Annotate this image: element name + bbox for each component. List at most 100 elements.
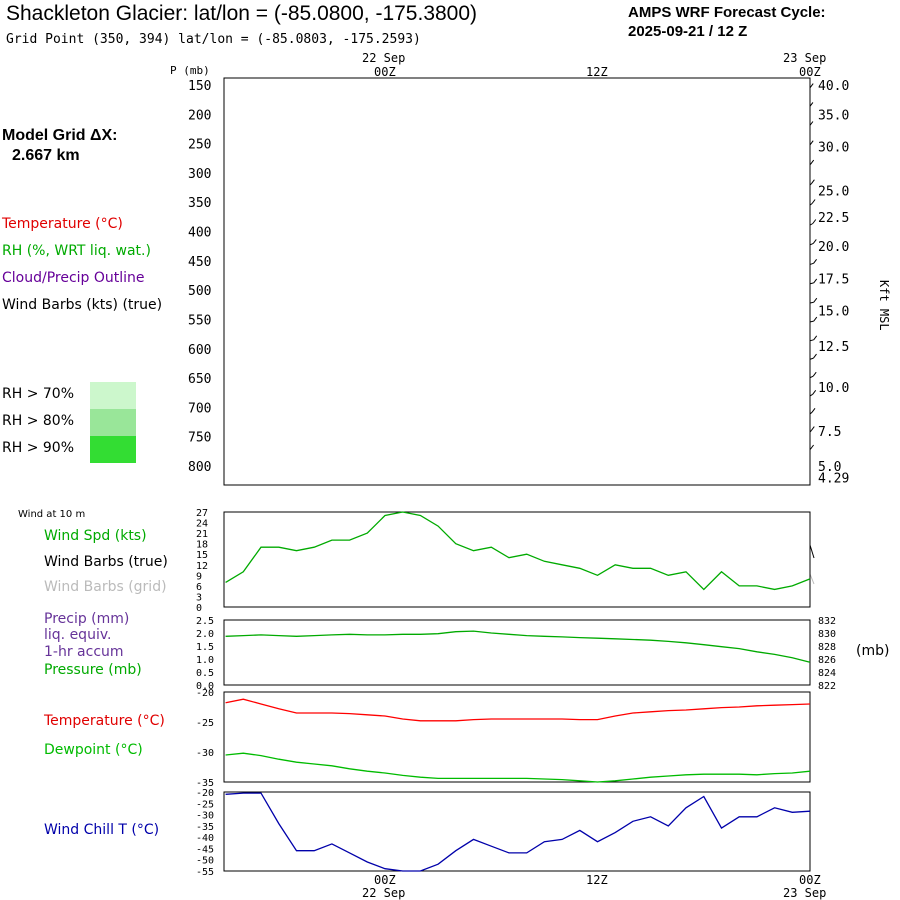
panel-y-tick: 2.0: [196, 629, 214, 640]
legend-precip-liq: liq. equiv.: [44, 627, 112, 643]
wind-barb: [809, 83, 814, 88]
bottom-date-left: 22 Sep: [362, 886, 405, 900]
wind-barb: [812, 389, 817, 395]
panel-y-tick: -25: [196, 718, 214, 729]
kft-tick-label: 12.5: [818, 340, 849, 355]
legend-windchill: Wind Chill T (°C): [44, 822, 160, 838]
wind-speed-line: [225, 511, 811, 591]
panel-y-tick: -40: [196, 833, 214, 844]
bottom-time-tick: 12Z: [586, 873, 608, 887]
kft-tick-label: 5.0: [818, 460, 841, 475]
axis-text-layer: 1502002503003504004505005506006507007508…: [170, 51, 891, 900]
legend-precip: Precip (mm): [44, 611, 130, 627]
legend-rh: RH (%, WRT liq. wat.): [2, 243, 151, 259]
wind-barb: [810, 444, 814, 450]
sfc-wind-barb-grid: [809, 573, 815, 585]
kft-tick-label: 30.0: [818, 141, 849, 156]
pressure-line: [225, 630, 811, 663]
panel-frame: [223, 619, 811, 686]
legend-swatch-rh70: [90, 382, 136, 409]
wind-barb: [812, 371, 817, 377]
kft-axis-title: Kft MSL: [877, 280, 891, 331]
sfc-wind-barb: [809, 544, 815, 559]
top-date-left: 22 Sep: [362, 51, 405, 65]
kft-tick-label: 22.5: [818, 211, 849, 226]
panel-y-tick: 24: [196, 519, 208, 530]
pressure-tick-label: 832: [818, 616, 836, 627]
panel-y-tick: -45: [196, 844, 214, 855]
kft-tick-label: 4.29: [818, 472, 849, 487]
pressure-tick-label: 830: [818, 629, 836, 640]
panel-y-tick: 0: [196, 603, 202, 614]
kft-tick-label: 35.0: [818, 108, 849, 123]
top-date-right: 23 Sep: [783, 51, 826, 65]
panel-y-tick: 3: [196, 592, 202, 603]
top-time-tick: 12Z: [586, 65, 608, 79]
pressure-tick-label: 500: [188, 284, 211, 299]
panel-y-tick: -50: [196, 856, 214, 867]
kft-tick-label: 17.5: [818, 272, 849, 287]
forecast-cycle-value: 2025-09-21 / 12 Z: [628, 23, 748, 40]
xsection-background: [224, 78, 810, 485]
wind-barb: [811, 199, 816, 204]
wind-barb: [812, 219, 817, 224]
legend-temperature: Temperature (°C): [2, 216, 123, 232]
legend-rh80: RH > 80%: [2, 413, 75, 429]
panel-y-tick: 6: [196, 582, 202, 593]
model-grid-label: Model Grid ΔX:: [2, 127, 118, 144]
wind-barb: [810, 426, 815, 431]
pressure-tick-label: 826: [818, 655, 836, 666]
forecast-cycle: AMPS WRF Forecast Cycle: 2025-09-21 / 12…: [628, 3, 826, 41]
panel-frames: [223, 77, 811, 872]
wind-barb: [811, 179, 815, 184]
pressure-tick-label: 250: [188, 138, 211, 153]
top-time-tick: 00Z: [374, 65, 396, 79]
panel-y-tick: -55: [196, 867, 214, 878]
kft-tick-label: 25.0: [818, 185, 849, 200]
legend-cloud: Cloud/Precip Outline: [2, 270, 145, 286]
pressure-tick-label: 400: [188, 226, 211, 241]
wind-barb: [811, 407, 816, 413]
pressure-tick-label: 824: [818, 668, 836, 679]
wind-barb: [813, 316, 818, 322]
pressure-tick-label: 200: [188, 108, 211, 123]
legend-pressure: Pressure (mb): [44, 662, 142, 678]
legend-rh70: RH > 70%: [2, 386, 75, 402]
panel-y-tick: -30: [196, 811, 214, 822]
panel-y-tick: -20: [196, 788, 214, 799]
panel-y-tick: 12: [196, 561, 208, 572]
series-layer: [225, 511, 811, 872]
pressure-tick-label: 450: [188, 255, 211, 270]
kft-tick-label: 20.0: [818, 240, 849, 255]
legend-wind-grid: Wind Barbs (grid): [44, 579, 167, 595]
panel-y-tick: -25: [196, 799, 214, 810]
dewpoint-line: [225, 752, 811, 783]
panel-frame: [223, 691, 811, 783]
panel-y-tick: -35: [196, 822, 214, 833]
legend-wind: Wind Barbs (kts) (true): [2, 297, 163, 313]
pressure-tick-label: 750: [188, 431, 211, 446]
panel-y-tick: 18: [196, 540, 208, 551]
wind-barb: [813, 353, 817, 359]
pressure-tick-label: 700: [188, 401, 211, 416]
grid-point-subtitle: Grid Point (350, 394) lat/lon = (-85.080…: [6, 32, 421, 47]
panel-y-tick: -35: [196, 778, 214, 789]
wind-barb: [813, 297, 818, 303]
kft-tick-label: 10.0: [818, 381, 849, 396]
forecast-cycle-label: AMPS WRF Forecast Cycle:: [628, 4, 826, 21]
wind10m-label: Wind at 10 m: [18, 509, 86, 520]
kft-tick-label: 15.0: [818, 305, 849, 320]
wind-barb: [809, 140, 814, 145]
panel-y-tick: 0.5: [196, 668, 214, 679]
top-time-tick: 00Z: [799, 65, 821, 79]
panel-y-tick: 9: [196, 571, 202, 582]
wind-barb: [812, 239, 817, 244]
pressure-tick-label: 650: [188, 372, 211, 387]
wind-barb: [810, 159, 815, 165]
legend-wind-spd: Wind Spd (kts): [44, 528, 147, 544]
pressure-tick-label: 600: [188, 343, 211, 358]
pressure-unit: (mb): [856, 643, 890, 659]
legend-rh90: RH > 90%: [2, 440, 75, 456]
panel-y-tick: 27: [196, 508, 208, 519]
legend-swatch-rh80: [90, 409, 136, 436]
